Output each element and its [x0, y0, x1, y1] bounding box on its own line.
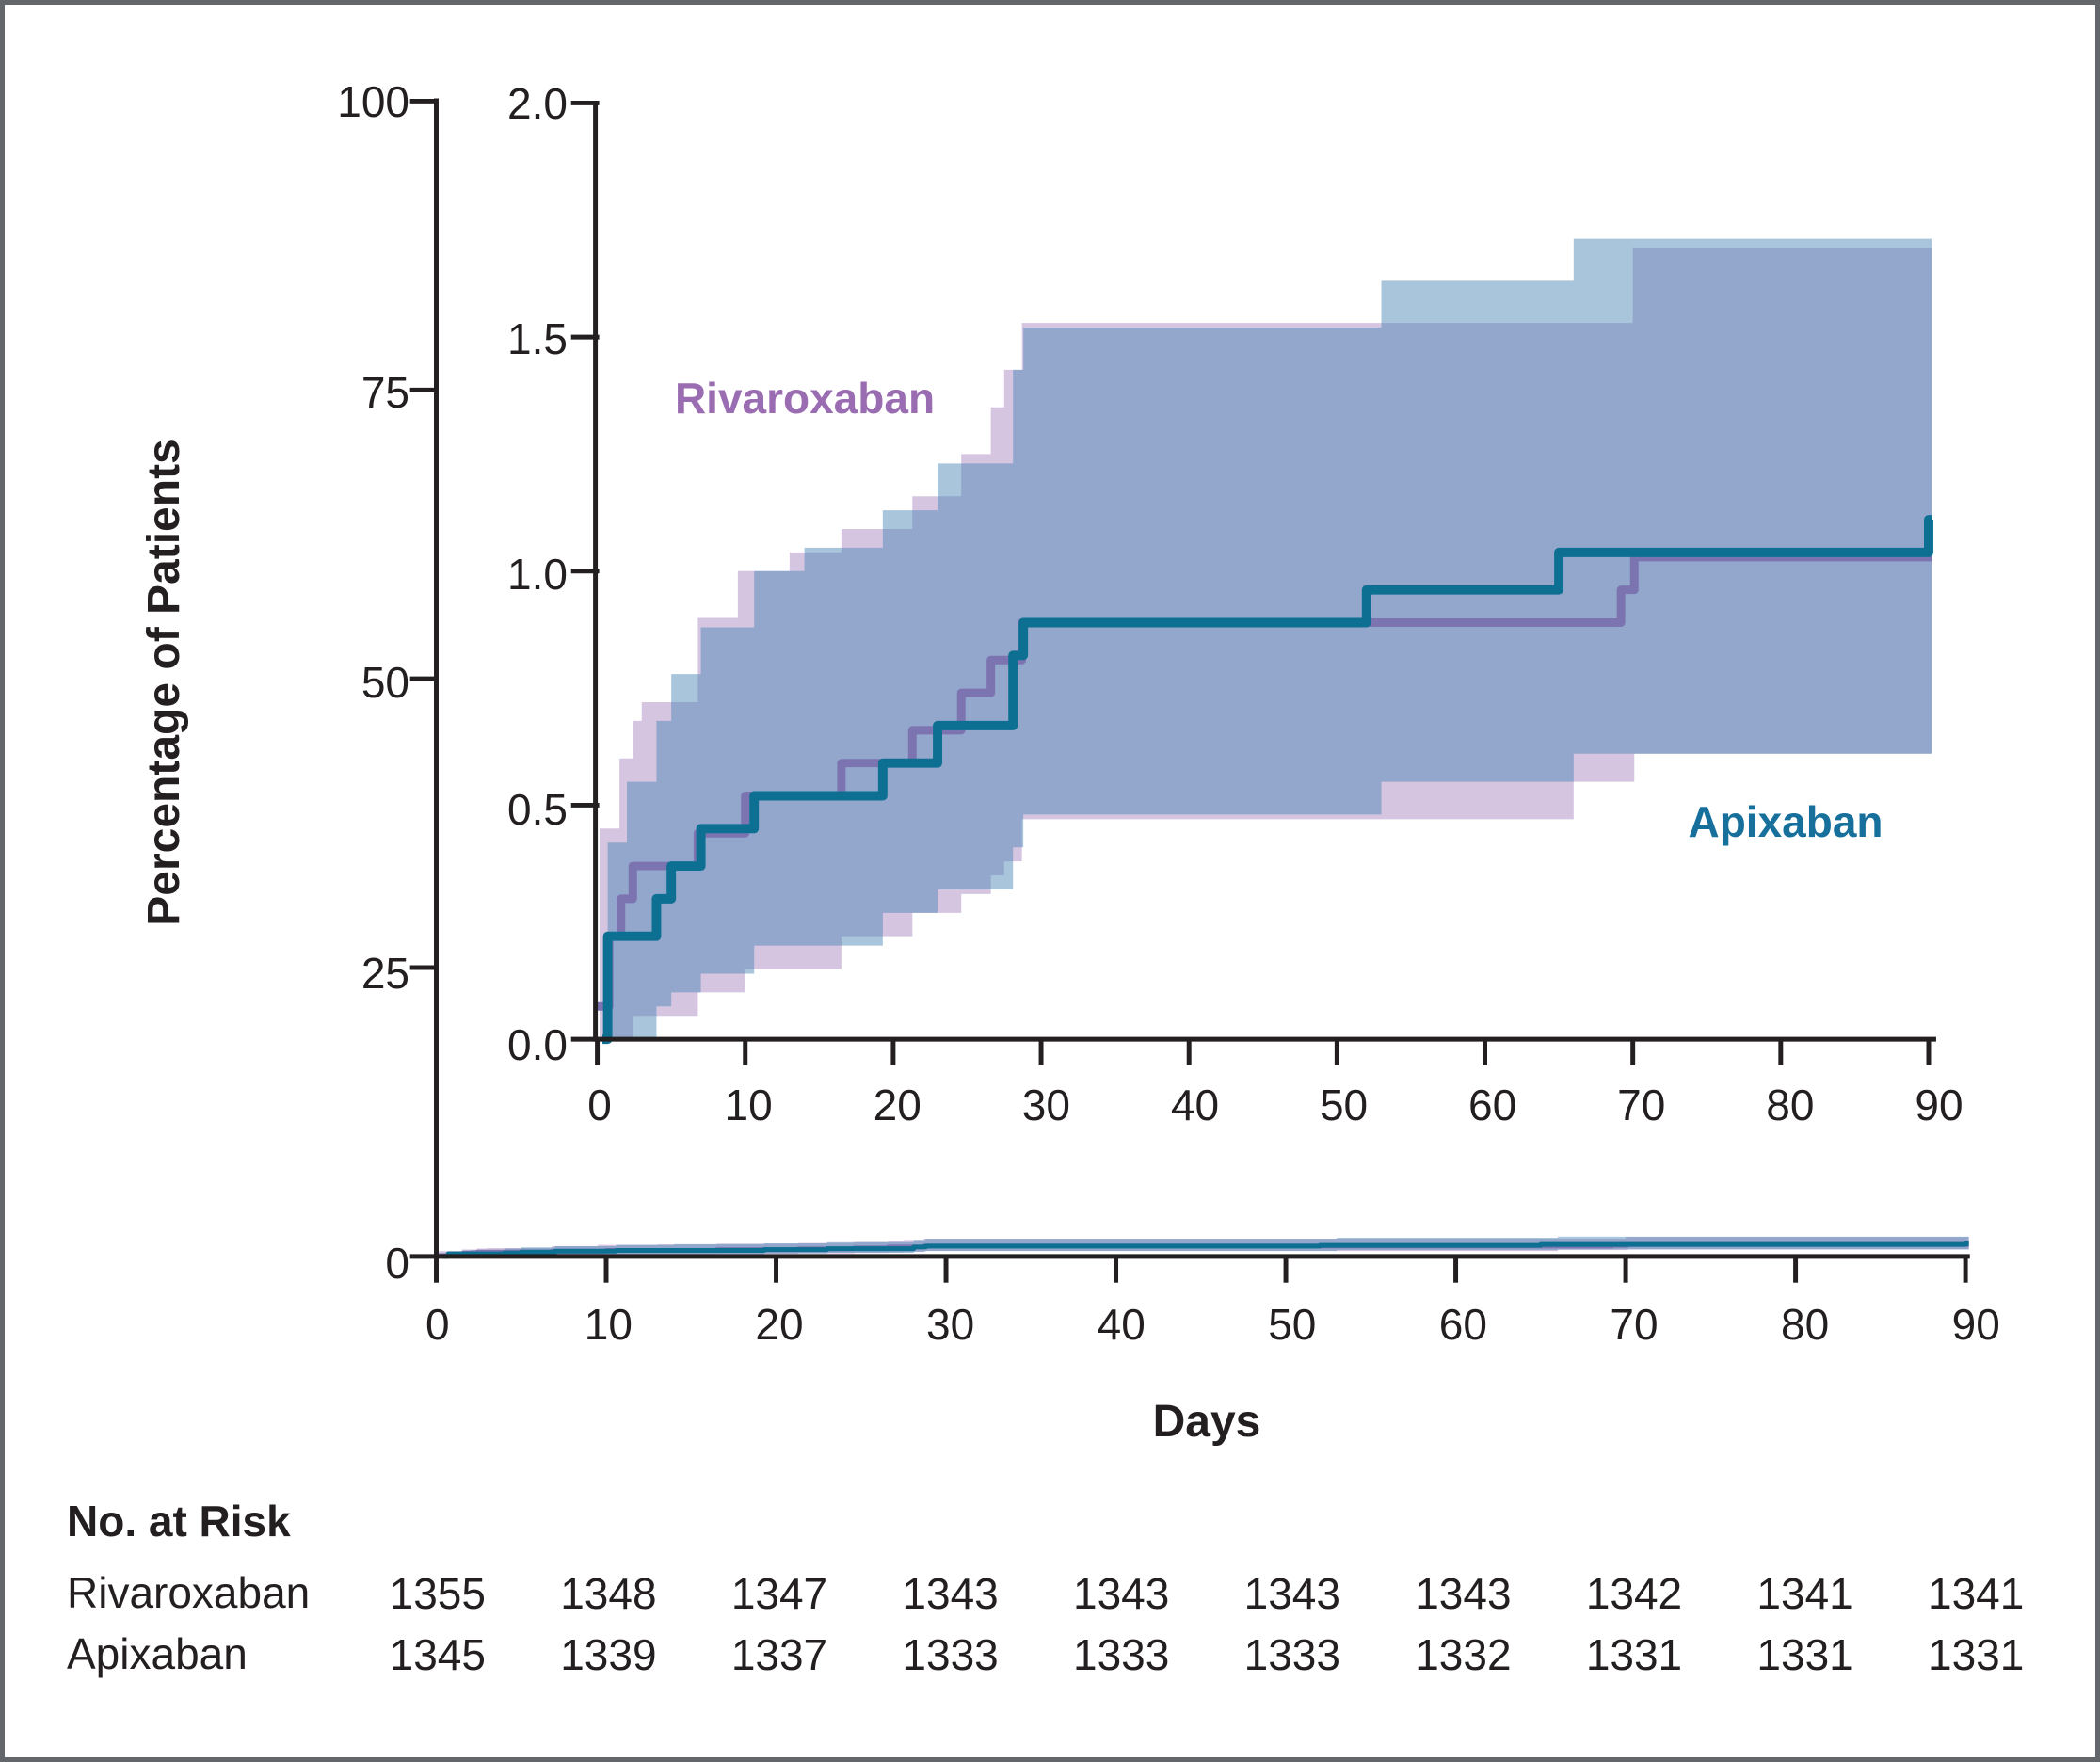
- inset-ylabels-label: 1.0: [507, 550, 568, 599]
- main-x-tick-label: 60: [1438, 1300, 1487, 1349]
- main-x-tick-label: 20: [755, 1300, 804, 1349]
- survival-chart-canvas: [409, 98, 1970, 1283]
- risk-count: 1332: [1415, 1630, 1512, 1679]
- risk-count: 1333: [902, 1630, 999, 1679]
- rivaroxaban-series-label: Rivaroxaban: [674, 374, 936, 423]
- risk-row-label-apixaban: Apixaban: [67, 1629, 248, 1678]
- risk-count: 1341: [1928, 1569, 2025, 1618]
- risk-count: 1343: [902, 1569, 999, 1618]
- risk-count: 1342: [1585, 1569, 1683, 1618]
- risk-count: 1333: [1243, 1630, 1340, 1679]
- inset-x-tick-label: 50: [1319, 1081, 1369, 1129]
- main-ylabels-label: 0: [385, 1239, 409, 1288]
- risk-count: 1339: [560, 1630, 657, 1679]
- inset-x-tick-label: 0: [587, 1081, 612, 1129]
- main-x-tick-label: 80: [1781, 1300, 1830, 1349]
- rivaroxaban-curve: [597, 553, 1932, 1011]
- risk-count: 1345: [389, 1630, 486, 1679]
- inset-x-axis-tick-labels: 0 10 20 30 40 50 60 70 80 90: [525, 1079, 2013, 1131]
- main-ylabels-label: 75: [361, 367, 409, 417]
- apixaban-ci-band: [607, 238, 1932, 1040]
- x-axis-title: Days: [1152, 1397, 1261, 1447]
- risk-counts-apixaban: 1345 1339 1337 1333 1333 1333 1332 1331 1331 1331: [352, 1628, 2061, 1681]
- risk-count: 1331: [1585, 1630, 1683, 1679]
- inset-x-tick-label: 90: [1915, 1081, 1964, 1129]
- inset-ylabels-label: 1.5: [507, 314, 568, 363]
- inset-x-tick-label: 60: [1468, 1081, 1517, 1129]
- risk-count: 1341: [1756, 1569, 1853, 1618]
- risk-count: 1348: [560, 1569, 657, 1618]
- inset-x-tick-label: 80: [1766, 1081, 1815, 1129]
- risk-count: 1343: [1243, 1569, 1340, 1618]
- apixaban-curve: [441, 1241, 1969, 1259]
- risk-table-header: No. at Risk: [67, 1497, 291, 1546]
- risk-row-label-rivaroxaban: Rivaroxaban: [67, 1568, 311, 1617]
- main-x-tick-label: 40: [1097, 1300, 1146, 1349]
- main-x-tick-label: 0: [425, 1300, 450, 1349]
- inset-x-tick-label: 70: [1617, 1081, 1666, 1129]
- apixaban-series-label: Apixaban: [1688, 797, 1884, 846]
- main-ylabels-label: 100: [337, 77, 409, 126]
- main-x-tick-label: 10: [584, 1300, 633, 1349]
- main-x-tick-label: 50: [1268, 1300, 1317, 1349]
- inset-ylabels-label: 2.0: [507, 79, 568, 128]
- inset-x-tick-label: 10: [724, 1081, 773, 1129]
- main-x-tick-label: 70: [1610, 1300, 1659, 1349]
- risk-count: 1355: [389, 1569, 486, 1618]
- main-x-tick-label: 90: [1951, 1300, 2000, 1349]
- inset-x-tick-label: 40: [1170, 1081, 1220, 1129]
- inset-y-axis-tick-labels: 2.0 1.5 1.0 0.5 0.0: [379, 5, 568, 1757]
- rivaroxaban-ci-band: [599, 248, 1932, 1040]
- inset-ylabels-label: 0.0: [507, 1020, 568, 1069]
- risk-count: 1331: [1756, 1630, 1853, 1679]
- risk-counts-rivaroxaban: 1355 1348 1347 1343 1343 1343 1343 1342 1341 1341: [352, 1567, 2061, 1620]
- risk-count: 1333: [1073, 1630, 1170, 1679]
- inset-ylabels-label: 0.5: [507, 785, 568, 834]
- risk-count: 1337: [730, 1630, 828, 1679]
- main-y-axis-tick-labels: 100 75 50 25 0: [174, 5, 409, 1757]
- main-ylabels-label: 50: [361, 658, 409, 707]
- apixaban-curve: [602, 515, 1933, 1045]
- inset-x-tick-label: 20: [873, 1081, 922, 1129]
- main-x-axis-tick-labels: 0 10 20 30 40 50 60 70 80 90: [352, 1298, 2061, 1351]
- main-ylabels-label: 25: [361, 948, 409, 998]
- risk-count: 1343: [1073, 1569, 1170, 1618]
- risk-count: 1331: [1928, 1630, 2025, 1679]
- risk-count: 1343: [1415, 1569, 1512, 1618]
- main-x-tick-label: 30: [926, 1300, 975, 1349]
- risk-count: 1347: [730, 1569, 828, 1618]
- inset-x-tick-label: 30: [1021, 1081, 1070, 1129]
